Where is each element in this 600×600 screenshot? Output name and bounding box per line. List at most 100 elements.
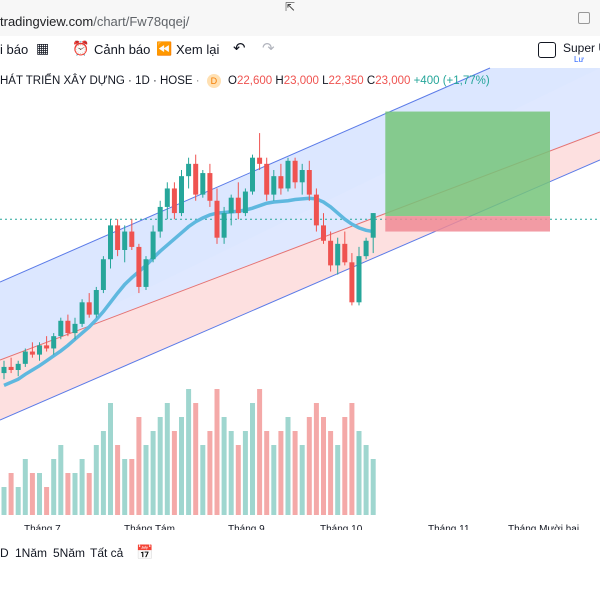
candle-body (221, 213, 227, 238)
position-target-zone (385, 111, 550, 217)
volume-bar (278, 431, 284, 515)
alert-partial-label[interactable]: i báo (0, 42, 29, 57)
candle-body (299, 170, 305, 183)
window-restore-icon[interactable] (578, 12, 590, 24)
candle-body (235, 197, 241, 214)
candle-body (65, 320, 71, 334)
volume-bar (313, 403, 319, 515)
candle-body (242, 191, 248, 214)
candle-body (207, 173, 213, 201)
replay-icon[interactable]: ⏪ (156, 41, 173, 56)
volume-bar (129, 459, 135, 515)
volume-bar (264, 431, 270, 515)
super-checkbox[interactable] (538, 42, 556, 58)
candle-body (179, 176, 184, 214)
candle-body (335, 243, 341, 266)
candle-body (228, 197, 234, 214)
volume-bar (349, 403, 355, 515)
volume-bar (164, 403, 170, 515)
volume-bar (342, 417, 348, 515)
candle-body (285, 160, 291, 189)
close-label: C (366, 75, 376, 87)
volume-bar (271, 445, 277, 515)
super-label[interactable]: Super U (563, 41, 600, 55)
volume-bar (150, 431, 156, 515)
candle-body (8, 366, 14, 370)
candle-body (29, 351, 35, 355)
volume-bar (214, 389, 220, 515)
volume-bar (306, 417, 312, 515)
low-value: 22,350 (328, 75, 364, 87)
volume-bar (136, 417, 142, 515)
alert-button[interactable]: Cảnh báo (94, 42, 151, 57)
volume-bar (171, 431, 177, 515)
time-axis-label: Tháng Mười hai (508, 524, 579, 530)
volume-bar (29, 473, 35, 515)
mouse-cursor-icon: ⇱ (285, 0, 296, 14)
candle-body (363, 240, 369, 257)
volume-bar (328, 431, 334, 515)
candle-body (115, 225, 121, 250)
candle-body (51, 336, 57, 349)
volume-bar (1, 487, 7, 515)
range-5y[interactable]: 5Năm (53, 546, 86, 560)
time-axis-label: Tháng 10 (320, 524, 363, 530)
candle-body (306, 170, 312, 195)
candle-body (271, 176, 277, 195)
candle-body (58, 320, 64, 337)
volume-bar (228, 431, 234, 515)
candle-body (342, 243, 348, 263)
candle-body (193, 163, 199, 195)
volume-bar (200, 445, 206, 515)
interval-badge: D (206, 74, 221, 88)
layout-grid-icon[interactable]: ▦ (36, 40, 50, 56)
high-value: 23,000 (283, 75, 319, 87)
volume-bar (193, 403, 199, 515)
range-1y[interactable]: 1Năm (15, 546, 48, 560)
candle-body (349, 262, 355, 303)
candle-body (108, 225, 113, 260)
replay-button[interactable]: Xem lại (176, 42, 220, 57)
range-all[interactable]: Tất cả (90, 546, 124, 560)
candle-body (79, 302, 85, 324)
volume-bar (363, 445, 369, 515)
volume-bar (72, 473, 78, 515)
change-value: +400 (+1,77%) (413, 75, 490, 87)
position-stop-zone (385, 216, 550, 232)
volume-bar (221, 417, 227, 515)
volume-bar (8, 473, 14, 515)
candle-body (257, 157, 263, 164)
redo-icon[interactable]: ↷ (262, 40, 275, 57)
low-label: L (322, 75, 329, 87)
candle-body (72, 323, 78, 334)
price-chart[interactable]: Tháng 7 Tháng Tám Tháng 9 Tháng 10 Tháng 11 T… (0, 0, 600, 530)
chart-toolbar: i báo ▦ ⏰ Cảnh báo ⏪ Xem lại ↶ ↷ (0, 36, 600, 66)
undo-icon[interactable]: ↶ (233, 40, 246, 57)
candle-body (86, 302, 92, 315)
candle-body (321, 225, 326, 241)
url-text[interactable]: tradingview.com/chart/Fw78qqej/ (0, 14, 190, 29)
volume-bar (292, 431, 298, 515)
volume-bar (79, 459, 85, 515)
volume-bar (143, 445, 149, 515)
candle-body (186, 163, 192, 177)
volume-bar (86, 473, 92, 515)
candle-body (22, 351, 28, 364)
candle-body (100, 259, 106, 290)
candle-body (1, 366, 7, 374)
candle-body (37, 345, 42, 355)
range-d[interactable]: D (0, 546, 9, 560)
volume-bar (207, 431, 213, 515)
calendar-icon[interactable]: 📅 (136, 544, 154, 560)
volume-bar (250, 403, 255, 515)
volume-bar (335, 445, 341, 515)
volume-bar (356, 431, 362, 515)
browser-url-bar[interactable]: tradingview.com/chart/Fw78qqej/ ⇱ (0, 0, 600, 37)
symbol-legend[interactable]: HÁT TRIỂN XÂY DỰNG · 1D · HOSE · D O22,6… (0, 74, 490, 88)
volume-bar (242, 431, 248, 515)
candle-body (122, 231, 128, 250)
alarm-clock-icon[interactable]: ⏰ (72, 40, 90, 56)
high-label: H (275, 75, 284, 87)
time-axis-label: Tháng 7 (24, 524, 61, 530)
candle-body (214, 200, 220, 238)
